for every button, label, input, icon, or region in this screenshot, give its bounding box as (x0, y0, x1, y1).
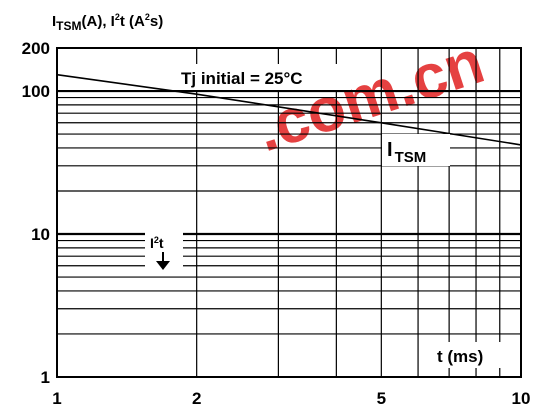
y-tick-label: 100 (22, 82, 50, 101)
x-gridlines (196, 48, 501, 377)
x-tick-label: 2 (192, 389, 201, 408)
y-axis-label: ITSM(A), I2t (A2s) (52, 12, 163, 33)
x-tick-label: 1 (52, 389, 61, 408)
condition-label-bg (176, 64, 351, 90)
x-axis-label: t (ms) (437, 347, 483, 366)
x-tick-labels: 1 2 5 10 (52, 389, 530, 408)
series-layer (56, 73, 522, 146)
i2t-label: I2t (150, 235, 164, 251)
plot-frame (56, 47, 522, 378)
series-label-bg (382, 134, 450, 166)
series-line-0 (56, 73, 522, 146)
y-tick-label: 1 (41, 368, 50, 387)
y-tick-label: 200 (22, 39, 50, 58)
x-axis-label-bg (432, 342, 520, 368)
x-tick-label: 5 (377, 389, 386, 408)
condition-label: Tj initial = 25°C (181, 69, 303, 88)
y-tick-labels: 1 10 100 200 (22, 39, 50, 387)
series-label-itsm: I TSM (387, 139, 426, 166)
x-tick-label: 10 (512, 389, 531, 408)
i2t-arrow-icon (156, 252, 170, 270)
y-tick-label: 10 (31, 225, 50, 244)
